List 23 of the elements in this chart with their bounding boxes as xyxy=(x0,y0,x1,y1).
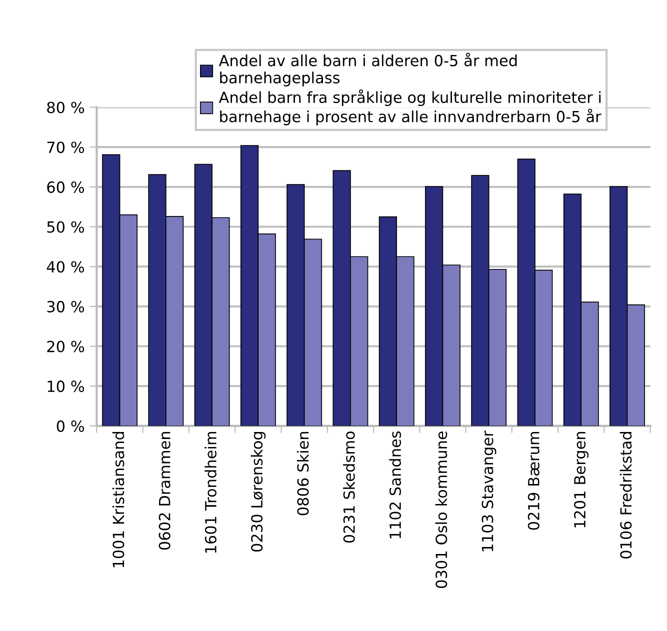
legend-label: Andel barn fra språklige og kulturelle minoriteter i barnehage i prosent av alle innvandrerbarn 0-5 år xyxy=(218,89,602,126)
y-tick-label: 70 % xyxy=(47,142,84,154)
x-tick-label: 0301 Oslo kommune xyxy=(435,431,448,588)
x-tick-label: 0106 Fredrikstad xyxy=(620,432,632,558)
x-tick-label: 1001 Kristiansand xyxy=(112,432,124,568)
y-tick-label: 80 % xyxy=(47,102,84,114)
x-tick-label: 1102 Sandnes xyxy=(389,431,402,538)
x-tick-label: 0230 Lørenskog xyxy=(250,432,266,552)
x-tick-label: 0602 Drammen xyxy=(158,432,170,550)
y-tick-label: 40 % xyxy=(46,261,84,273)
x-tick-label: 1103 Stavanger xyxy=(482,430,496,552)
legend-label: Andel av alle barn i alderen 0-5 år med barnehageplass xyxy=(218,52,517,86)
y-tick-label: 50 % xyxy=(47,221,84,233)
x-tick-label: 1601 Trondheim xyxy=(204,432,216,553)
y-tick-label: 30 % xyxy=(47,300,84,312)
y-tick-label: 0 % xyxy=(56,420,84,432)
y-tick-label: 10 % xyxy=(48,380,84,392)
y-tick-label: 20 % xyxy=(47,340,84,352)
x-tick-label: 0806 Skien xyxy=(296,432,309,516)
x-tick-label: 1201 Bergen xyxy=(574,432,589,528)
y-tick-label: 60 % xyxy=(47,181,84,193)
x-tick-label: 0231 Skedsmo xyxy=(343,431,355,543)
x-tick-label: 0219 Bærum xyxy=(528,432,540,530)
